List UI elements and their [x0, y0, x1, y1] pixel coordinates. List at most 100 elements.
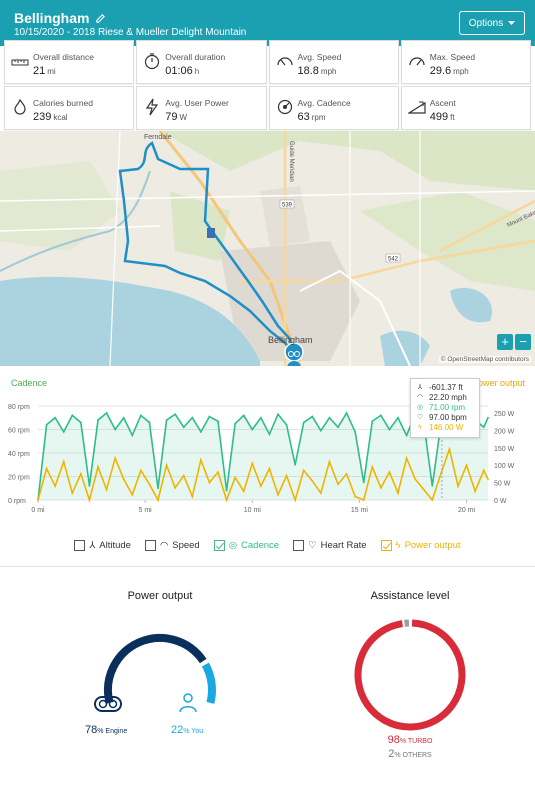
y-left-tick-label: 80 rpm	[8, 404, 30, 411]
power-point	[148, 483, 151, 486]
cadence-point	[157, 487, 159, 490]
x-tick-label: 5 mi	[139, 507, 153, 514]
power-point	[379, 486, 382, 489]
power-point	[62, 460, 65, 463]
legend-label: Speed	[172, 539, 200, 551]
legend-power-output[interactable]: ϟ Power output	[380, 539, 461, 551]
edit-icon[interactable]	[95, 13, 106, 24]
section-divider	[0, 566, 535, 567]
legend-speed[interactable]: ◠ Speed	[144, 539, 200, 551]
stats-grid: Overall distance 21 mi Overall duration 0…	[4, 40, 531, 130]
cadence-point	[71, 414, 74, 417]
legend-altitude[interactable]: ⅄ Altitude	[74, 539, 131, 551]
power-point	[182, 474, 185, 477]
route-map[interactable]: 539 542 Ferndale Bellingham Guide Meridi…	[0, 131, 535, 366]
cadence-point	[122, 416, 125, 419]
cadence-point	[345, 412, 348, 414]
chart-tooltip: ⅄ -601.37 ft ◠ 22.20 mph ◎ 71.00 rpm ♡ 97.00…	[410, 378, 480, 438]
power-point	[277, 493, 279, 496]
activity-title: Bellingham	[14, 10, 106, 26]
power-point	[54, 485, 57, 487]
stat-value: 63 rpm	[297, 111, 326, 123]
options-button[interactable]: Options	[459, 11, 525, 35]
power-point	[285, 474, 288, 477]
power-gauge	[104, 634, 216, 704]
power-point	[397, 492, 399, 494]
cadence-point	[388, 428, 391, 431]
svg-text:Guide Meridian: Guide Meridian	[288, 141, 294, 182]
stat-label: Calories burned	[33, 98, 94, 108]
heart-icon: ♡	[416, 414, 424, 421]
speed-checkbox[interactable]	[144, 539, 156, 551]
cadence-point	[362, 481, 365, 484]
stat-card-cadence: Avg. Cadence 63 rpm	[268, 86, 399, 130]
power-point	[165, 464, 168, 467]
power-point	[319, 492, 322, 494]
cadence-point	[328, 416, 331, 419]
cadence-checkbox[interactable]	[213, 539, 225, 551]
power-point	[371, 466, 374, 468]
stat-card-avg-speed: Avg. Speed 18.8 mph	[268, 40, 399, 84]
y-right-tick-label: 0 W	[494, 498, 507, 505]
lightning-icon: ϟ	[418, 423, 422, 431]
cadence-point	[294, 463, 297, 466]
altitude-icon: ⅄	[417, 384, 423, 391]
power-point	[362, 499, 365, 501]
map-attribution[interactable]: © OpenStreetMap contributors	[438, 356, 531, 363]
power-point	[157, 499, 159, 501]
caret-down-icon	[508, 20, 516, 25]
altitude-checkbox[interactable]	[74, 539, 86, 551]
power-output-checkbox[interactable]	[380, 539, 392, 551]
map-canvas[interactable]: 539 542 Ferndale Bellingham Guide Meridi…	[0, 131, 535, 366]
cadence-point	[302, 421, 305, 424]
power-output-title: Power output	[127, 590, 193, 602]
tooltip-row-cadence: ◎ 71.00 rpm	[416, 402, 466, 412]
svg-text:542: 542	[388, 257, 399, 263]
legend-label: Altitude	[99, 539, 131, 551]
zoom-out-button[interactable]: −	[515, 334, 531, 350]
assistance-level-title: Assistance level	[370, 590, 450, 602]
power-point	[225, 499, 228, 501]
turbo-arc	[354, 619, 466, 731]
power-point	[439, 472, 442, 475]
tooltip-row-altitude: ⅄ -601.37 ft	[415, 382, 475, 392]
cadence-point	[431, 485, 434, 487]
power-point	[37, 499, 39, 501]
ride-chart[interactable]: Cadence Power output ⅄ -601.37 ft ◠ 22.20 …	[0, 370, 535, 530]
zoom-in-button[interactable]: +	[497, 334, 513, 350]
cadence-point	[217, 420, 219, 423]
flame-icon	[14, 98, 26, 115]
legend-cadence[interactable]: ◎ Cadence	[213, 539, 279, 551]
power-point	[199, 459, 202, 461]
cadence-point	[139, 414, 142, 417]
cadence-icon	[277, 99, 292, 115]
power-point	[457, 485, 459, 487]
speedometer-icon	[276, 57, 293, 66]
y-right-tick-label: 200 W	[494, 428, 515, 435]
stat-value: 499 ft	[429, 111, 455, 123]
power-point	[259, 485, 262, 487]
stat-card-max-speed: Max. Speed 29.6 mph	[400, 40, 531, 84]
cadence-point	[199, 430, 202, 433]
power-point	[191, 495, 194, 498]
power-point	[388, 471, 391, 474]
engine-share: 78% Engine	[85, 724, 128, 736]
cadence-point	[208, 415, 211, 418]
turbo-share: 98% TURBO	[387, 734, 433, 746]
cadence-icon: ◎	[228, 539, 238, 551]
y-left-tick-label: 40 rpm	[8, 451, 30, 458]
cadence-point	[234, 422, 237, 425]
cadence-point	[251, 428, 254, 431]
legend-heart-rate[interactable]: ♡ Heart Rate	[293, 539, 367, 551]
power-point	[465, 464, 468, 467]
you-share: 22% You	[171, 724, 204, 736]
power-point	[114, 457, 117, 460]
stat-value: 01:06 h	[165, 65, 200, 77]
power-point	[45, 467, 48, 470]
heart-rate-checkbox[interactable]	[293, 539, 305, 551]
cadence-point	[165, 419, 168, 421]
power-point	[79, 472, 82, 475]
tooltip-row-speed: ◠ 22.20 mph	[416, 392, 467, 402]
y-right-tick-label: 100 W	[494, 463, 515, 470]
y-right-tick-label: 250 W	[494, 411, 515, 418]
